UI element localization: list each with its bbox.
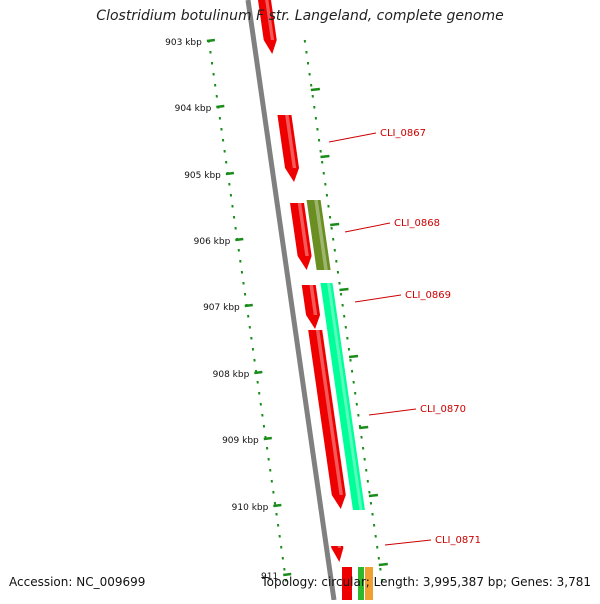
ruler-tick-label: 910 kbp bbox=[232, 503, 269, 513]
genome-title: Clostridium botulinum F str. Langeland, … bbox=[0, 8, 600, 24]
ruler-tick-label: 906 kbp bbox=[194, 237, 231, 247]
track-tick-mark bbox=[369, 495, 378, 496]
gene-label[interactable]: CLI_0871 bbox=[435, 535, 481, 546]
ruler-tick-mark bbox=[235, 239, 243, 240]
ruler-tick-label: 909 kbp bbox=[222, 436, 259, 446]
genome-stats-text: Topology: circular; Length: 3,995,387 bp… bbox=[261, 575, 591, 589]
track-tick-mark bbox=[349, 356, 358, 357]
ruler-tick-label: 904 kbp bbox=[175, 104, 212, 114]
ruler-tick-mark bbox=[264, 438, 272, 439]
gene-feature-arrow-shine bbox=[338, 546, 341, 548]
gene-label-leader bbox=[385, 540, 431, 545]
ruler-tick-label: 905 kbp bbox=[184, 171, 221, 181]
ruler-tick-mark bbox=[216, 106, 224, 107]
ruler-tick-label: 908 kbp bbox=[213, 370, 250, 380]
gene-label[interactable]: CLI_0869 bbox=[405, 290, 451, 301]
gene-label-leader bbox=[329, 133, 376, 142]
gene-label-leader bbox=[345, 223, 390, 232]
track-tick-mark bbox=[311, 89, 320, 90]
ruler-tick-mark bbox=[254, 372, 262, 373]
ruler-tick-mark bbox=[273, 505, 281, 506]
track-tick-mark bbox=[379, 564, 388, 565]
track-tick-mark bbox=[359, 427, 368, 428]
gene-feature-arrow[interactable] bbox=[331, 546, 343, 562]
gene-label[interactable]: CLI_0870 bbox=[420, 404, 466, 415]
ruler-tick-label: 907 kbp bbox=[203, 303, 240, 313]
gene-label-leader bbox=[369, 409, 416, 415]
ruler-tick-mark bbox=[226, 173, 234, 174]
track-tick-mark bbox=[339, 289, 348, 290]
ruler-tick-mark bbox=[207, 40, 215, 41]
gene-label[interactable]: CLI_0868 bbox=[394, 218, 440, 229]
track-tick-mark bbox=[330, 224, 339, 225]
gene-label[interactable]: CLI_0867 bbox=[380, 128, 426, 139]
gene-label-leader bbox=[355, 295, 401, 302]
track-tick-mark bbox=[320, 156, 329, 157]
accession-text: Accession: NC_009699 bbox=[9, 575, 145, 589]
ruler-tick-mark bbox=[245, 305, 253, 306]
ruler-tick-label: 903 kbp bbox=[165, 38, 202, 48]
